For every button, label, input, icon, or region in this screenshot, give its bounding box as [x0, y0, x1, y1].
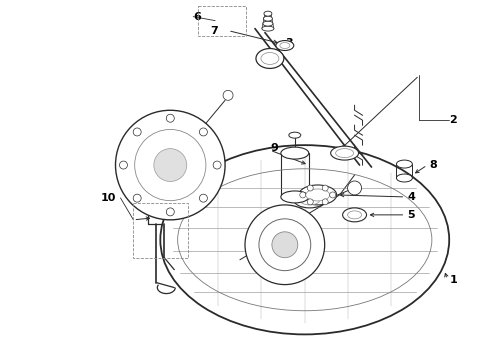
Ellipse shape [294, 192, 326, 208]
Circle shape [199, 128, 207, 136]
Ellipse shape [306, 189, 330, 201]
Ellipse shape [281, 191, 309, 203]
Text: 3: 3 [285, 37, 293, 48]
Ellipse shape [347, 211, 362, 219]
Circle shape [330, 192, 336, 198]
Circle shape [116, 110, 225, 220]
Circle shape [199, 194, 207, 202]
Ellipse shape [300, 195, 319, 205]
Ellipse shape [343, 208, 367, 222]
Circle shape [154, 149, 187, 181]
Circle shape [166, 114, 174, 122]
Circle shape [166, 208, 174, 216]
Circle shape [272, 232, 298, 258]
Text: 1: 1 [449, 275, 457, 285]
Ellipse shape [280, 42, 290, 49]
Ellipse shape [396, 174, 413, 182]
Ellipse shape [331, 146, 359, 160]
Text: 8: 8 [429, 160, 437, 170]
Ellipse shape [264, 11, 272, 16]
Circle shape [300, 192, 306, 198]
Text: 4: 4 [407, 192, 415, 202]
Bar [133, 203, 188, 258]
Text: 9: 9 [270, 143, 278, 153]
Text: 2: 2 [449, 115, 457, 125]
Ellipse shape [160, 145, 449, 334]
Circle shape [347, 181, 362, 195]
Circle shape [322, 199, 328, 205]
Circle shape [120, 161, 127, 169]
Ellipse shape [396, 160, 413, 168]
Ellipse shape [299, 185, 337, 205]
Circle shape [213, 161, 221, 169]
Circle shape [135, 130, 206, 201]
Circle shape [259, 219, 311, 271]
Ellipse shape [262, 26, 274, 31]
Text: 10: 10 [100, 193, 116, 203]
Circle shape [307, 185, 313, 191]
Ellipse shape [336, 149, 354, 158]
Text: 5: 5 [407, 210, 415, 220]
Bar [198, 6, 246, 36]
Ellipse shape [261, 53, 279, 64]
Circle shape [223, 90, 233, 100]
Text: 7: 7 [210, 26, 218, 36]
Ellipse shape [281, 147, 309, 159]
Circle shape [322, 185, 328, 191]
Ellipse shape [276, 41, 294, 50]
Circle shape [133, 128, 141, 136]
Circle shape [245, 205, 325, 285]
Text: 6: 6 [193, 12, 201, 22]
Ellipse shape [256, 49, 284, 68]
Circle shape [133, 194, 141, 202]
Circle shape [307, 199, 313, 205]
Ellipse shape [263, 21, 273, 26]
Ellipse shape [289, 132, 301, 138]
Ellipse shape [264, 16, 272, 21]
